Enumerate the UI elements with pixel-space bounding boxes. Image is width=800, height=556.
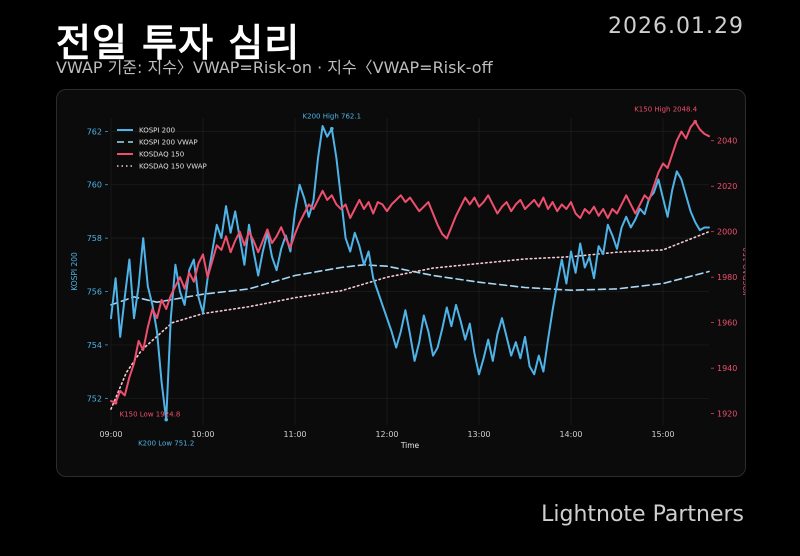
series-lines xyxy=(110,120,710,421)
annotation-marker xyxy=(113,400,118,405)
brand-name: Lightnote Partners xyxy=(541,502,744,527)
chart-panel: 09:00 10:00 11:00 12:00 13:00 14:00 15:00 752 75… xyxy=(56,89,746,477)
y-left-tick-label: 758 xyxy=(87,234,102,243)
x-tick-label: 12:00 xyxy=(375,430,398,439)
x-tick-label: 10:00 xyxy=(191,430,214,439)
report-date: 2026.01.29 xyxy=(608,14,744,39)
y-right-tick-label: 2000 xyxy=(717,228,737,237)
annotation-marker xyxy=(164,417,168,422)
annotation-label: K150 Low 1924.8 xyxy=(120,411,181,419)
y-right-tick-label: 1960 xyxy=(717,319,737,328)
y-right-tick-label: 1980 xyxy=(717,273,737,282)
x-tick-label: 11:00 xyxy=(283,430,306,439)
y-right-tick-label: 1920 xyxy=(717,410,737,419)
grid-lines xyxy=(110,118,709,425)
kosdaq150-line xyxy=(110,120,710,404)
x-tick-label: 09:00 xyxy=(99,430,122,439)
y-left-axis-label: KOSPI 200 xyxy=(70,252,79,291)
x-axis-label: Time xyxy=(400,441,420,450)
annotation-label: K200 High 762.1 xyxy=(303,113,362,121)
page-subtitle: VWAP 기준: 지수〉VWAP=Risk-on · 지수〈VWAP=Risk-… xyxy=(56,58,493,77)
y-left-tick-label: 756 xyxy=(87,288,102,297)
kosdaq150-vwap-line xyxy=(110,230,710,410)
annotations: K200 High 762.1 K200 Low 751.2 K150 High 2… xyxy=(113,106,698,448)
page-title: 전일 투자 심리 xyxy=(56,21,301,65)
y-right-axis-label: KOSDAQ 150 xyxy=(742,247,745,296)
legend-label: KOSPI 200 VWAP xyxy=(139,139,198,147)
annotation-marker xyxy=(330,126,334,131)
x-tick-label: 15:00 xyxy=(651,430,674,439)
sentiment-line-chart: 09:00 10:00 11:00 12:00 13:00 14:00 15:00 752 75… xyxy=(70,106,745,450)
kospi200-line xyxy=(110,125,710,421)
legend-label: KOSPI 200 xyxy=(139,127,175,135)
x-tick-label: 14:00 xyxy=(559,430,582,439)
legend-label: KOSDAQ 150 xyxy=(139,151,184,159)
y-right-tick-label: 2020 xyxy=(717,182,737,191)
y-right-tick-label: 1940 xyxy=(717,364,737,373)
annotation-marker xyxy=(693,119,697,124)
y-right-tick-label: 2040 xyxy=(717,137,737,146)
axes: 09:00 10:00 11:00 12:00 13:00 14:00 15:00 752 75… xyxy=(70,127,745,450)
legend: KOSPI 200 KOSPI 200 VWAP KOSDAQ 150 KOSDAQ … xyxy=(117,127,207,171)
y-left-tick-label: 754 xyxy=(87,341,102,350)
y-left-tick-label: 760 xyxy=(87,181,102,190)
kospi200-vwap-line xyxy=(110,264,710,306)
y-left-tick-label: 762 xyxy=(87,127,102,136)
legend-label: KOSDAQ 150 VWAP xyxy=(139,163,207,171)
annotation-label: K150 High 2048.4 xyxy=(634,106,698,114)
annotation-label: K200 Low 751.2 xyxy=(138,440,194,448)
x-tick-label: 13:00 xyxy=(467,430,490,439)
y-left-tick-label: 752 xyxy=(87,394,102,403)
